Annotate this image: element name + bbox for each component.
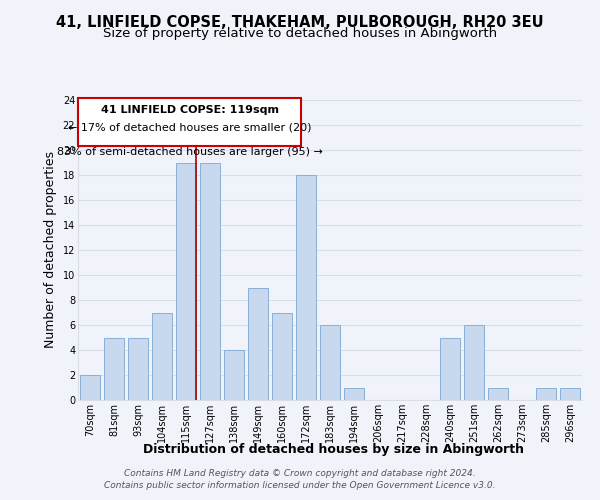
Bar xyxy=(320,325,340,400)
Bar xyxy=(224,350,244,400)
Text: Contains HM Land Registry data © Crown copyright and database right 2024.: Contains HM Land Registry data © Crown c… xyxy=(124,468,476,477)
Bar xyxy=(152,312,172,400)
Bar xyxy=(296,175,316,400)
Text: ← 17% of detached houses are smaller (20): ← 17% of detached houses are smaller (20… xyxy=(68,123,311,133)
Bar xyxy=(536,388,556,400)
Bar xyxy=(440,338,460,400)
Bar xyxy=(176,162,196,400)
FancyBboxPatch shape xyxy=(78,98,301,146)
Bar xyxy=(80,375,100,400)
Bar xyxy=(560,388,580,400)
Bar xyxy=(464,325,484,400)
Text: Contains public sector information licensed under the Open Government Licence v3: Contains public sector information licen… xyxy=(104,481,496,490)
Text: 83% of semi-detached houses are larger (95) →: 83% of semi-detached houses are larger (… xyxy=(56,147,323,157)
Text: Distribution of detached houses by size in Abingworth: Distribution of detached houses by size … xyxy=(143,442,523,456)
Bar xyxy=(248,288,268,400)
Bar xyxy=(200,162,220,400)
Bar xyxy=(272,312,292,400)
Text: 41 LINFIELD COPSE: 119sqm: 41 LINFIELD COPSE: 119sqm xyxy=(101,105,278,115)
Text: 41, LINFIELD COPSE, THAKEHAM, PULBOROUGH, RH20 3EU: 41, LINFIELD COPSE, THAKEHAM, PULBOROUGH… xyxy=(56,15,544,30)
Bar xyxy=(128,338,148,400)
Bar xyxy=(344,388,364,400)
Text: Size of property relative to detached houses in Abingworth: Size of property relative to detached ho… xyxy=(103,28,497,40)
Bar xyxy=(104,338,124,400)
Bar xyxy=(488,388,508,400)
Y-axis label: Number of detached properties: Number of detached properties xyxy=(44,152,57,348)
